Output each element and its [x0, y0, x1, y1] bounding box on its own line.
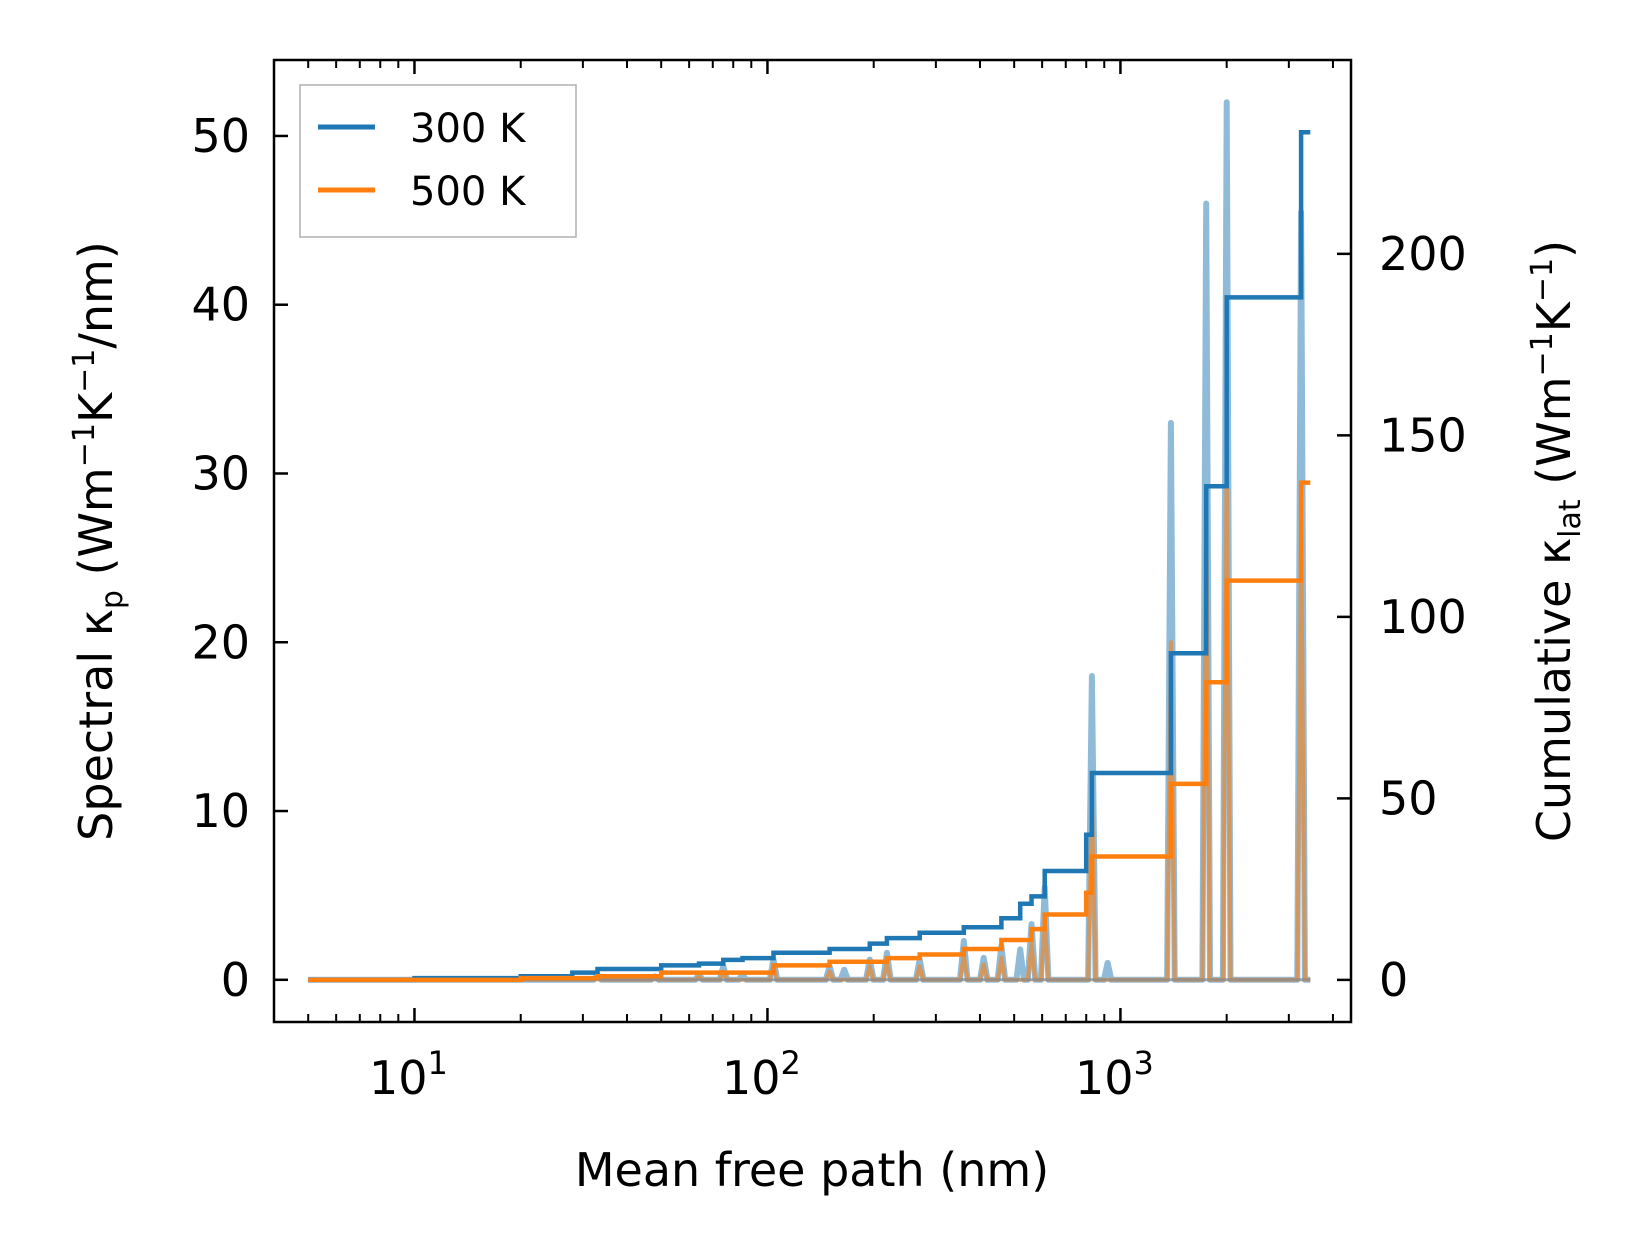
- cumulative-line-300k: [308, 129, 1311, 983]
- x-tick-label: 102: [722, 1044, 801, 1105]
- y-left-tick-label: 40: [191, 278, 250, 332]
- y-right-sub: lat: [1553, 499, 1588, 538]
- legend-label-500k: 500 K: [410, 169, 527, 215]
- y-right-tick-label: 0: [1379, 953, 1408, 1007]
- y-left-suffix: (Wm: [69, 467, 123, 590]
- y-left-tick-label: 0: [221, 953, 250, 1007]
- x-tick-base: 10: [1075, 1051, 1134, 1105]
- y-left-exp1: −1: [67, 423, 102, 467]
- y-left-tick-label: 20: [191, 615, 250, 669]
- y-right-suffix: (Wm: [1527, 376, 1581, 499]
- x-tick-label: 101: [369, 1044, 448, 1105]
- legend-box: [299, 84, 577, 238]
- x-tick-exp: 1: [428, 1044, 448, 1082]
- y-left-mid: K: [69, 391, 123, 423]
- x-tick-exp: 2: [781, 1044, 801, 1082]
- y-left-prefix: Spectral κ: [69, 609, 123, 841]
- legend: 300 K 500 K: [299, 84, 577, 238]
- series-layer: [308, 99, 1311, 983]
- y-left-tick-label: 50: [191, 109, 250, 163]
- y-left-sub: p: [95, 590, 130, 609]
- y-left-exp2: −1: [67, 349, 102, 393]
- x-tick-base: 10: [369, 1051, 428, 1105]
- x-tick-exp: 3: [1134, 1044, 1154, 1082]
- x-axis-title: Mean free path (nm): [575, 1143, 1049, 1197]
- y-right-exp2: −1: [1525, 258, 1560, 302]
- legend-label-300k: 300 K: [410, 106, 527, 152]
- x-tick-label: 103: [1075, 1044, 1154, 1105]
- y-right-tick-label: 150: [1379, 408, 1467, 462]
- y-right-tail: ): [1527, 240, 1581, 258]
- y-left-tick-label: 30: [191, 446, 250, 500]
- y-right-tick-label: 100: [1379, 590, 1467, 644]
- plot-frame: [272, 58, 1353, 1024]
- y-right-exp1: −1: [1525, 332, 1560, 376]
- x-tick-base: 10: [722, 1051, 781, 1105]
- y-left-tail: /nm): [69, 241, 123, 348]
- y-axis-left-title: Spectral κp (Wm−1K−1/nm): [67, 241, 130, 841]
- y-right-tick-label: 200: [1379, 227, 1467, 281]
- y-left-tick-label: 10: [191, 784, 250, 838]
- y-right-prefix: Cumulative κ: [1527, 538, 1581, 842]
- cumulative-line-500k: [308, 480, 1311, 983]
- y-right-mid: K: [1527, 300, 1581, 332]
- y-axis-right-title: Cumulative κlat (Wm−1K−1): [1525, 240, 1588, 842]
- y-right-tick-label: 50: [1379, 771, 1438, 825]
